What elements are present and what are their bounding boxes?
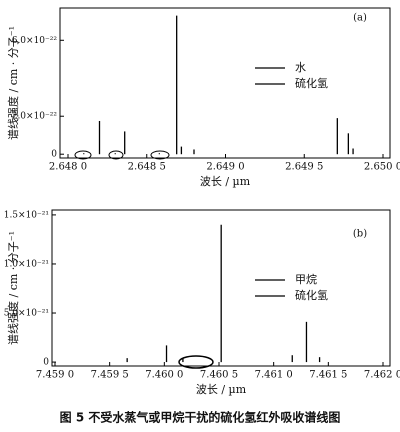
plot-frame [59, 7, 391, 159]
figure-caption: 图 5 不受水蒸气或甲烷干扰的硫化氢红外吸收谱线图 [60, 410, 341, 425]
x-tick-label: 2.649 5 [285, 162, 323, 173]
highlight-ellipse [74, 150, 92, 160]
x-tick-label: 2.650 0 [364, 162, 400, 173]
x-tick-label: 7.461 5 [309, 370, 347, 381]
y-axis-title: 谱线强度 / cm · 分子⁻¹ [6, 26, 20, 140]
x-tick-label: 2.648 0 [49, 162, 87, 173]
x-axis-title: 波长 / µm [200, 175, 251, 188]
x-tick-label: 7.462 0 [364, 370, 400, 381]
y-tick-label: 5.0×10⁻²¹ [4, 309, 49, 319]
x-tick-label: 7.460 5 [200, 370, 238, 381]
y-tick-label: 6.0×10⁻²² [12, 36, 58, 46]
highlight-ellipse [150, 150, 170, 160]
x-tick-label: 7.459 5 [91, 370, 129, 381]
y-tick-label: 2.0×10⁻²² [12, 112, 58, 122]
highlight-ellipse [108, 150, 124, 160]
y-tick-label: 0 [51, 150, 57, 160]
x-tick-label: 2.649 0 [206, 162, 244, 173]
y-tick-label: 1.0×10⁻²¹ [4, 259, 49, 269]
y-axis-title: 谱线强度 / cm · 分子⁻¹ [6, 231, 20, 345]
panel-label: (b) [353, 229, 367, 240]
x-axis-title: 波长 / µm [196, 383, 247, 396]
y-tick-label: 1.5×10⁻²¹ [4, 210, 49, 220]
legend-label: 硫化氢 [295, 288, 328, 302]
legend-label: 水 [295, 61, 306, 74]
highlight-ellipse [178, 355, 214, 369]
x-tick-label: 7.459 0 [36, 370, 74, 381]
panel-label: (a) [353, 13, 367, 24]
y-tick-label: 0 [43, 358, 49, 368]
plot-frame [51, 209, 391, 367]
x-tick-label: 7.461 0 [255, 370, 293, 381]
legend-label: 硫化氢 [295, 76, 328, 90]
legend-label: 甲烷 [295, 272, 317, 286]
x-tick-label: 2.648 5 [128, 162, 166, 173]
x-tick-label: 7.460 0 [145, 370, 183, 381]
